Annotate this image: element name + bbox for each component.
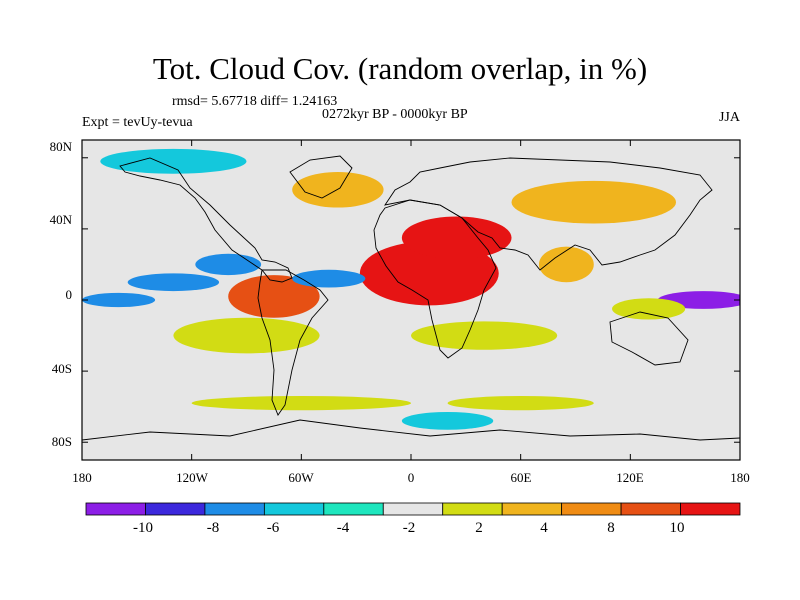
lat-tick-80n: 80N [49, 139, 72, 154]
antarctica-coast [82, 419, 740, 441]
anomaly-region [228, 275, 320, 318]
colorbar-label: 10 [669, 520, 685, 536]
anomaly-region [401, 412, 494, 430]
lon-tick-120w: 120W [176, 470, 208, 485]
lon-tick-120e: 120E [616, 470, 644, 485]
cloud-anomaly-field [82, 148, 740, 430]
south-america-coast [257, 269, 329, 416]
anomaly-region [538, 246, 594, 283]
africa-coast [373, 199, 497, 359]
colorbar-label: 4 [540, 520, 548, 536]
experiment-label: Expt = tevUy-tevua [82, 115, 193, 130]
colorbar-swatch [620, 502, 681, 516]
eurasia-coast [384, 157, 713, 271]
colorbar-label: -10 [133, 520, 153, 536]
colorbar-swatch [501, 502, 563, 516]
lon-tick-180w: 180 [72, 470, 92, 485]
anomaly-region [511, 180, 677, 224]
lat-tick-40n: 40N [49, 212, 72, 227]
colorbar-swatch [442, 502, 503, 516]
colorbar-swatch [263, 502, 325, 516]
colorbar-label: -4 [336, 520, 350, 536]
anomaly-region [195, 253, 262, 276]
anomaly-region [191, 396, 411, 411]
period-text: 0272kyr BP - 0000kyr BP [322, 107, 468, 122]
anomaly-region [292, 269, 366, 288]
colorbar-swatch [382, 502, 444, 516]
colorbar-swatch [680, 502, 741, 516]
lat-tick-0: 0 [65, 287, 73, 302]
anomaly-region [127, 273, 220, 292]
greenland-coast [289, 155, 353, 199]
lon-tick-60w: 60W [288, 470, 314, 485]
lon-tick-180e: 180 [730, 470, 750, 485]
lat-tick-80s: 80S [51, 434, 72, 449]
anomaly-region [411, 321, 558, 350]
map-title: Tot. Cloud Cov. (random overlap, in %) [152, 51, 648, 86]
colorbar [85, 502, 741, 516]
anomaly-region [100, 148, 247, 174]
anomaly-region [82, 292, 156, 308]
colorbar-swatch [204, 502, 265, 516]
axis-ticks [81, 140, 741, 460]
coastlines [82, 155, 740, 441]
lon-tick-0: 0 [407, 470, 415, 485]
australia-coast [609, 311, 689, 366]
colorbar-swatch [323, 502, 384, 516]
lat-tick-40s: 40S [51, 361, 72, 376]
colorbar-label: -2 [402, 520, 416, 536]
anomaly-region [447, 396, 594, 411]
anomaly-region [292, 172, 384, 208]
colorbar-label: 2 [475, 520, 483, 536]
colorbar-swatch [561, 502, 622, 516]
colorbar-label: -6 [266, 520, 280, 536]
anomaly-region [173, 317, 320, 354]
colorbar-swatch [145, 502, 206, 516]
colorbar-swatch [85, 502, 146, 516]
colorbar-label: -8 [206, 520, 220, 536]
lon-tick-60e: 60E [510, 470, 532, 485]
north-america-coast [119, 157, 293, 283]
anomaly-region [612, 298, 686, 320]
stats-text: rmsd= 5.67718 diff= 1.24163 [172, 94, 338, 109]
anomaly-region [401, 216, 512, 260]
season-label: JJA [718, 110, 740, 125]
colorbar-label: 8 [607, 520, 615, 536]
